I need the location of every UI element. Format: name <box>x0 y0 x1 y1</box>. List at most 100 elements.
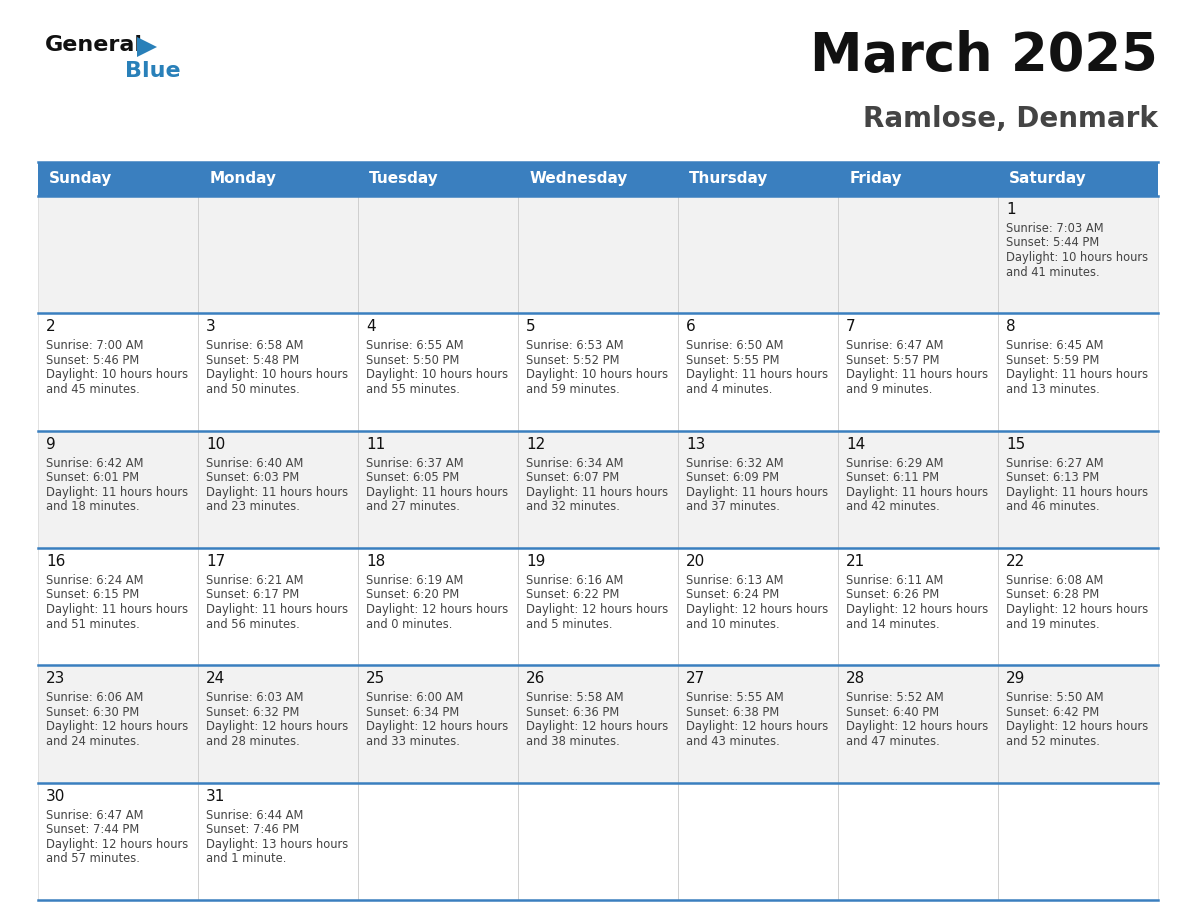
Text: Sunrise: 5:58 AM: Sunrise: 5:58 AM <box>526 691 624 704</box>
Text: Daylight: 11 hours hours: Daylight: 11 hours hours <box>46 603 188 616</box>
Text: Sunrise: 5:55 AM: Sunrise: 5:55 AM <box>685 691 784 704</box>
Text: and 46 minutes.: and 46 minutes. <box>1006 500 1100 513</box>
Text: Daylight: 12 hours hours: Daylight: 12 hours hours <box>46 837 188 851</box>
Polygon shape <box>137 37 157 57</box>
Text: Sunrise: 7:03 AM: Sunrise: 7:03 AM <box>1006 222 1104 235</box>
Text: 28: 28 <box>846 671 865 687</box>
Text: Daylight: 12 hours hours: Daylight: 12 hours hours <box>685 603 828 616</box>
Text: Daylight: 12 hours hours: Daylight: 12 hours hours <box>206 721 348 733</box>
Text: 14: 14 <box>846 437 865 452</box>
Text: Sunrise: 6:16 AM: Sunrise: 6:16 AM <box>526 574 624 587</box>
Text: 5: 5 <box>526 319 536 334</box>
Bar <box>998 666 1158 783</box>
Bar <box>518 162 678 196</box>
Text: Sunrise: 6:34 AM: Sunrise: 6:34 AM <box>526 456 624 470</box>
Text: Sunrise: 6:40 AM: Sunrise: 6:40 AM <box>206 456 303 470</box>
Text: 6: 6 <box>685 319 696 334</box>
Text: Sunset: 6:20 PM: Sunset: 6:20 PM <box>366 588 460 601</box>
Text: 4: 4 <box>366 319 375 334</box>
Text: Sunset: 6:24 PM: Sunset: 6:24 PM <box>685 588 779 601</box>
Bar <box>358 162 518 196</box>
Text: and 1 minute.: and 1 minute. <box>206 852 286 865</box>
Bar <box>678 313 838 431</box>
Text: Daylight: 11 hours hours: Daylight: 11 hours hours <box>206 486 348 498</box>
Bar <box>198 162 358 196</box>
Text: Sunset: 6:01 PM: Sunset: 6:01 PM <box>46 471 139 484</box>
Text: Daylight: 12 hours hours: Daylight: 12 hours hours <box>846 721 988 733</box>
Text: Sunset: 7:46 PM: Sunset: 7:46 PM <box>206 823 299 836</box>
Text: Sunrise: 6:03 AM: Sunrise: 6:03 AM <box>206 691 303 704</box>
Text: Sunrise: 5:50 AM: Sunrise: 5:50 AM <box>1006 691 1104 704</box>
Text: Sunrise: 5:52 AM: Sunrise: 5:52 AM <box>846 691 943 704</box>
Text: Daylight: 12 hours hours: Daylight: 12 hours hours <box>526 603 668 616</box>
Text: and 59 minutes.: and 59 minutes. <box>526 383 620 396</box>
Text: Daylight: 11 hours hours: Daylight: 11 hours hours <box>685 368 828 381</box>
Bar <box>198 313 358 431</box>
Text: 13: 13 <box>685 437 706 452</box>
Bar <box>838 783 998 900</box>
Text: Sunrise: 6:00 AM: Sunrise: 6:00 AM <box>366 691 463 704</box>
Text: Sunset: 6:34 PM: Sunset: 6:34 PM <box>366 706 460 719</box>
Text: Sunset: 6:09 PM: Sunset: 6:09 PM <box>685 471 779 484</box>
Text: Daylight: 10 hours hours: Daylight: 10 hours hours <box>1006 251 1148 264</box>
Text: Sunset: 5:46 PM: Sunset: 5:46 PM <box>46 353 139 367</box>
Text: Sunrise: 6:29 AM: Sunrise: 6:29 AM <box>846 456 943 470</box>
Text: Ramlose, Denmark: Ramlose, Denmark <box>864 105 1158 133</box>
Text: Sunset: 6:05 PM: Sunset: 6:05 PM <box>366 471 460 484</box>
Bar <box>998 431 1158 548</box>
Text: and 10 minutes.: and 10 minutes. <box>685 618 779 631</box>
Text: 26: 26 <box>526 671 545 687</box>
Text: Sunset: 6:38 PM: Sunset: 6:38 PM <box>685 706 779 719</box>
Text: Sunrise: 6:13 AM: Sunrise: 6:13 AM <box>685 574 784 587</box>
Text: Daylight: 11 hours hours: Daylight: 11 hours hours <box>846 368 988 381</box>
Text: Sunrise: 6:37 AM: Sunrise: 6:37 AM <box>366 456 463 470</box>
Text: Sunrise: 6:44 AM: Sunrise: 6:44 AM <box>206 809 303 822</box>
Text: 10: 10 <box>206 437 226 452</box>
Bar <box>838 196 998 313</box>
Text: Daylight: 10 hours hours: Daylight: 10 hours hours <box>46 368 188 381</box>
Text: 27: 27 <box>685 671 706 687</box>
Text: and 50 minutes.: and 50 minutes. <box>206 383 299 396</box>
Text: and 42 minutes.: and 42 minutes. <box>846 500 940 513</box>
Text: 1: 1 <box>1006 202 1016 217</box>
Text: Sunset: 6:13 PM: Sunset: 6:13 PM <box>1006 471 1099 484</box>
Bar <box>38 548 198 666</box>
Text: Sunrise: 6:06 AM: Sunrise: 6:06 AM <box>46 691 144 704</box>
Bar <box>198 548 358 666</box>
Text: Daylight: 12 hours hours: Daylight: 12 hours hours <box>366 721 508 733</box>
Text: Tuesday: Tuesday <box>369 172 438 186</box>
Text: Sunrise: 6:11 AM: Sunrise: 6:11 AM <box>846 574 943 587</box>
Text: Sunset: 6:36 PM: Sunset: 6:36 PM <box>526 706 619 719</box>
Text: Daylight: 10 hours hours: Daylight: 10 hours hours <box>206 368 348 381</box>
Bar <box>38 313 198 431</box>
Text: Sunday: Sunday <box>49 172 113 186</box>
Text: Thursday: Thursday <box>689 172 769 186</box>
Text: Sunset: 6:32 PM: Sunset: 6:32 PM <box>206 706 299 719</box>
Bar <box>678 783 838 900</box>
Bar <box>678 196 838 313</box>
Text: 9: 9 <box>46 437 56 452</box>
Bar <box>838 548 998 666</box>
Text: 21: 21 <box>846 554 865 569</box>
Text: and 55 minutes.: and 55 minutes. <box>366 383 460 396</box>
Text: 3: 3 <box>206 319 216 334</box>
Text: Sunset: 5:52 PM: Sunset: 5:52 PM <box>526 353 619 367</box>
Text: Sunset: 5:50 PM: Sunset: 5:50 PM <box>366 353 460 367</box>
Text: 25: 25 <box>366 671 385 687</box>
Text: Daylight: 12 hours hours: Daylight: 12 hours hours <box>366 603 508 616</box>
Text: Daylight: 11 hours hours: Daylight: 11 hours hours <box>1006 368 1148 381</box>
Text: Sunrise: 6:45 AM: Sunrise: 6:45 AM <box>1006 340 1104 353</box>
Text: Monday: Monday <box>209 172 276 186</box>
Text: Sunrise: 6:19 AM: Sunrise: 6:19 AM <box>366 574 463 587</box>
Bar <box>678 431 838 548</box>
Text: 19: 19 <box>526 554 545 569</box>
Text: Sunrise: 6:55 AM: Sunrise: 6:55 AM <box>366 340 463 353</box>
Text: and 27 minutes.: and 27 minutes. <box>366 500 460 513</box>
Text: Sunset: 6:11 PM: Sunset: 6:11 PM <box>846 471 940 484</box>
Text: and 9 minutes.: and 9 minutes. <box>846 383 933 396</box>
Text: and 38 minutes.: and 38 minutes. <box>526 734 620 748</box>
Text: Wednesday: Wednesday <box>529 172 627 186</box>
Bar <box>518 783 678 900</box>
Text: and 14 minutes.: and 14 minutes. <box>846 618 940 631</box>
Text: and 57 minutes.: and 57 minutes. <box>46 852 140 865</box>
